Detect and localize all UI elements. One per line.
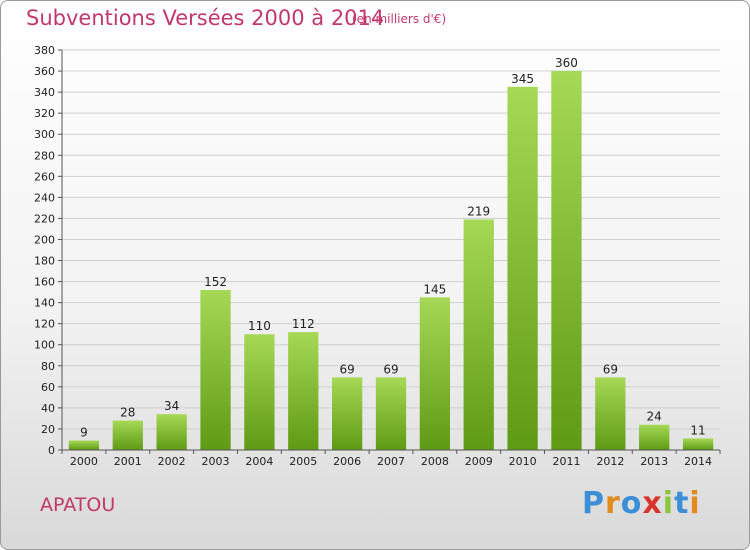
- grid-lines: [62, 49, 720, 430]
- x-tick-label: 2011: [552, 455, 580, 468]
- commune-name: APATOU: [40, 494, 116, 516]
- data-labels: 9 28 34 152 110 112 69 69 145 219 345 360 69 24 11: [80, 56, 706, 439]
- logo-letter: P: [582, 486, 605, 521]
- y-tick-label: 160: [34, 276, 55, 289]
- y-tick-label: 220: [34, 212, 55, 225]
- y-tick-label: 360: [34, 65, 55, 78]
- data-label-2007: 69: [383, 362, 398, 376]
- proxiti-logo: Proxiti: [582, 486, 701, 521]
- bar-2013: [639, 424, 670, 450]
- bar-2011: [551, 71, 582, 450]
- y-tick-label: 60: [41, 381, 55, 394]
- logo-letter: i: [662, 486, 675, 521]
- data-label-2014: 11: [690, 423, 705, 437]
- chart-title: Subventions Versées 2000 à 2014: [26, 6, 385, 30]
- data-label-2002: 34: [164, 399, 179, 413]
- x-tick-label: 2000: [70, 455, 98, 468]
- y-tick-label: 320: [34, 107, 55, 120]
- bars: [68, 71, 714, 450]
- bar-2000: [68, 440, 100, 450]
- data-label-2006: 69: [339, 362, 354, 376]
- data-label-2001: 28: [120, 406, 135, 420]
- x-tick-label: 2003: [202, 455, 230, 468]
- x-tick-label: 2012: [596, 455, 624, 468]
- y-tick-label: 0: [48, 444, 55, 457]
- bar-2007: [375, 377, 407, 450]
- data-label-2000: 9: [80, 426, 88, 440]
- y-tick-label: 380: [34, 44, 55, 57]
- x-tick-label: 2014: [684, 455, 712, 468]
- x-tick-label: 2013: [640, 455, 668, 468]
- y-tick-label: 100: [34, 339, 55, 352]
- logo-letter: t: [674, 486, 690, 521]
- data-label-2010: 345: [511, 72, 534, 86]
- y-tick-label: 240: [34, 191, 55, 204]
- x-tick-label: 2005: [289, 455, 317, 468]
- y-tick-label: 20: [41, 423, 55, 436]
- bar-2002: [156, 414, 187, 450]
- bar-2008: [419, 297, 451, 450]
- y-tick-label: 80: [41, 360, 55, 373]
- logo-letter: i: [689, 486, 701, 521]
- x-tick-label: 2002: [158, 455, 186, 468]
- bar-2012: [595, 377, 626, 450]
- data-label-2004: 110: [248, 319, 271, 333]
- y-tick-label: 300: [34, 128, 55, 141]
- data-label-2005: 112: [292, 317, 315, 331]
- y-tick-label: 280: [34, 149, 55, 162]
- bar-2004: [244, 334, 275, 450]
- logo-letter: o: [620, 486, 643, 521]
- y-tick-label: 180: [34, 255, 55, 268]
- y-tick-label: 140: [34, 297, 55, 310]
- data-label-2008: 145: [423, 282, 446, 296]
- bar-2014: [682, 438, 714, 450]
- bar-2009: [463, 219, 494, 450]
- x-tick-label: 2010: [509, 455, 537, 468]
- y-tick-label: 120: [34, 318, 55, 331]
- data-label-2003: 152: [204, 275, 227, 289]
- data-label-2011: 360: [555, 56, 578, 70]
- data-label-2009: 219: [467, 204, 490, 218]
- bar-2005: [288, 332, 319, 450]
- y-tick-label: 200: [34, 233, 55, 246]
- logo-letter: r: [605, 486, 621, 521]
- x-tick-label: 2009: [465, 455, 493, 468]
- y-tick-label: 260: [34, 170, 55, 183]
- x-tick-label: 2004: [245, 455, 273, 468]
- axes: 0 20 40 60 80 100 120 140 160 180 200 220 240 260 280 3…: [34, 44, 721, 468]
- x-tick-label: 2006: [333, 455, 361, 468]
- x-tick-label: 2007: [377, 455, 405, 468]
- bar-2003: [200, 290, 231, 450]
- x-tick-label: 2008: [421, 455, 449, 468]
- logo-letter: x: [642, 486, 663, 521]
- bar-2001: [112, 420, 143, 450]
- y-tick-label: 340: [34, 86, 55, 99]
- chart-subtitle: (en milliers d'€): [352, 12, 447, 26]
- bar-2010: [507, 86, 538, 450]
- data-label-2012: 69: [603, 362, 618, 376]
- y-tick-label: 40: [41, 402, 55, 415]
- x-tick-label: 2001: [114, 455, 142, 468]
- data-label-2013: 24: [647, 410, 662, 424]
- bar-2006: [331, 377, 363, 450]
